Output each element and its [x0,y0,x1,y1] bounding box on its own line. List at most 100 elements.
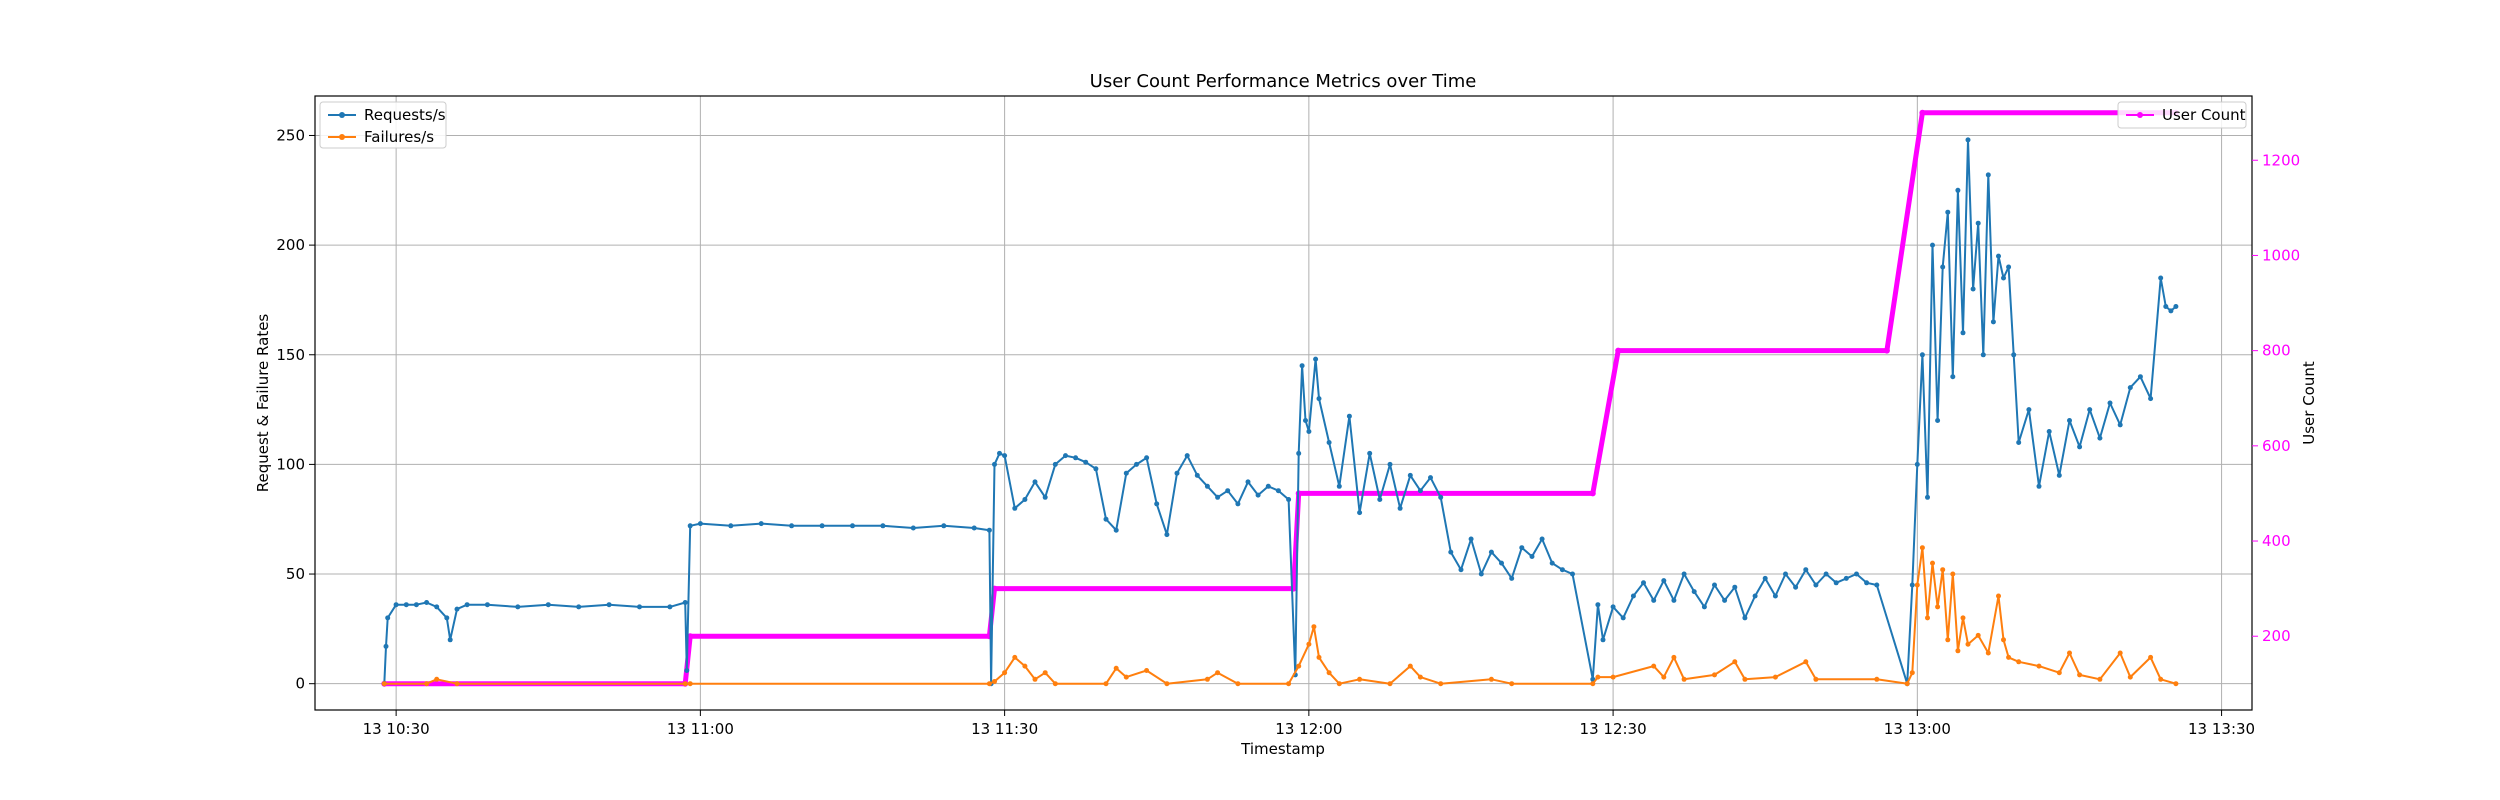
tick-layer: 13 10:30 13 11:00 13 11:30 13 12:00 13 12:30… [276,126,2300,738]
requests-s-point [667,604,673,610]
requests-s-point [1681,571,1687,577]
x-tick-label: 13 13:30 [2188,720,2255,738]
failures-s-point [1032,676,1038,682]
requests-s-point [2077,444,2083,450]
legend-user-count-label: User Count [2162,106,2246,124]
requests-s-point [687,523,693,529]
failures-s-point [1732,659,1738,665]
user-count-series-line [384,110,2176,687]
failures-s-point [1661,674,1667,680]
requests-s-point [1641,580,1646,586]
failures-s-point [2077,672,2083,678]
y-tick-label: 200 [276,236,305,254]
requests-s-point [1955,187,1961,193]
failures-s-point [1306,641,1312,647]
failures-s-point [1985,650,1991,656]
user-count-point [1919,109,1926,116]
requests-s-point [1326,440,1332,445]
failures-s-point [1813,676,1819,682]
requests-s-point [484,602,490,608]
requests-s-point [1919,352,1925,358]
requests-s-point [2163,304,2169,309]
failures-s-point [1012,654,1018,660]
requests-s-point [1255,492,1261,498]
requests-s-point [992,461,997,467]
requests-s-point [1215,494,1221,500]
requests-s-point [1346,413,1352,419]
requests-s-point [1083,459,1089,465]
user-count-point [1883,347,1890,354]
requests-s-point [637,604,642,610]
requests-s-point [1732,584,1738,590]
failures-s-point [1438,681,1444,687]
failures-s-point [1772,674,1778,680]
requests-s-point [2097,435,2103,441]
failures-s-point [1286,681,1292,687]
requests-s-point [1286,497,1292,502]
requests-s-point [1595,602,1601,608]
y2-tick-label: 600 [2262,437,2291,455]
x-tick-label: 13 12:30 [1580,720,1647,738]
failures-s-point [1803,659,1809,665]
failures-s-point [1945,637,1951,643]
requests-s-point [1002,453,1008,459]
requests-s-point [1275,488,1281,494]
requests-s-point [1194,472,1200,478]
requests-s-point [1144,455,1150,461]
x-tick-label: 13 12:00 [1275,720,1342,738]
failures-s-point [1022,663,1028,669]
failures-s-point [1925,615,1930,621]
requests-s-point [1970,286,1976,292]
failures-s-point [1316,654,1322,660]
failures-s-point [1919,545,1925,551]
y-axis-label: Request & Failure Rates [254,314,272,493]
requests-s-point [1950,374,1956,380]
requests-s-point [1570,571,1575,577]
requests-s-point [424,600,430,605]
requests-s-point [1610,604,1616,610]
requests-s-point [576,604,582,610]
requests-s-point [1245,479,1251,485]
failures-s-point [1357,676,1363,682]
requests-s-point [1164,532,1170,538]
requests-s-point [2001,275,2006,281]
requests-s-point [464,602,470,608]
x-tick-label: 13 13:00 [1884,720,1951,738]
user-count-point [1589,490,1596,497]
failures-s-point [2056,670,2062,676]
failures-s-point [1940,567,1946,573]
requests-s-point [1990,319,1996,325]
requests-s-point [1042,494,1048,500]
requests-s-point [1519,545,1525,551]
y2-axis-label: User Count [2300,361,2318,445]
requests-s-point [1316,396,1322,402]
failures-s-point [1164,681,1170,687]
requests-s-point [1691,589,1697,595]
requests-s-point [1235,501,1241,507]
requests-s-point [1965,137,1971,143]
requests-s-point [1154,501,1160,507]
failures-s-point [1914,582,1920,588]
requests-s-point [728,523,734,529]
requests-s-point [1417,488,1423,494]
requests-s-point [2127,385,2133,391]
requests-s-point [1303,418,1308,423]
requests-s-point [910,525,916,531]
failures-s-point [1965,641,1971,647]
requests-s-point [2087,407,2093,413]
failures-s-point [1681,676,1687,682]
requests-s-point [1499,560,1504,566]
requests-s-point [1620,615,1626,621]
requests-s-point [2148,396,2154,402]
requests-s-point [515,604,521,610]
requests-s-point [1630,593,1636,599]
failures-s-point [1144,668,1150,673]
y2-tick-label: 1200 [2262,151,2300,169]
requests-s-point [1980,352,1986,358]
requests-s-point [1935,418,1941,423]
failures-s-point [1935,604,1941,610]
requests-s-point [2026,407,2032,413]
requests-s-point [1407,472,1413,478]
requests-s-point [1909,582,1915,588]
